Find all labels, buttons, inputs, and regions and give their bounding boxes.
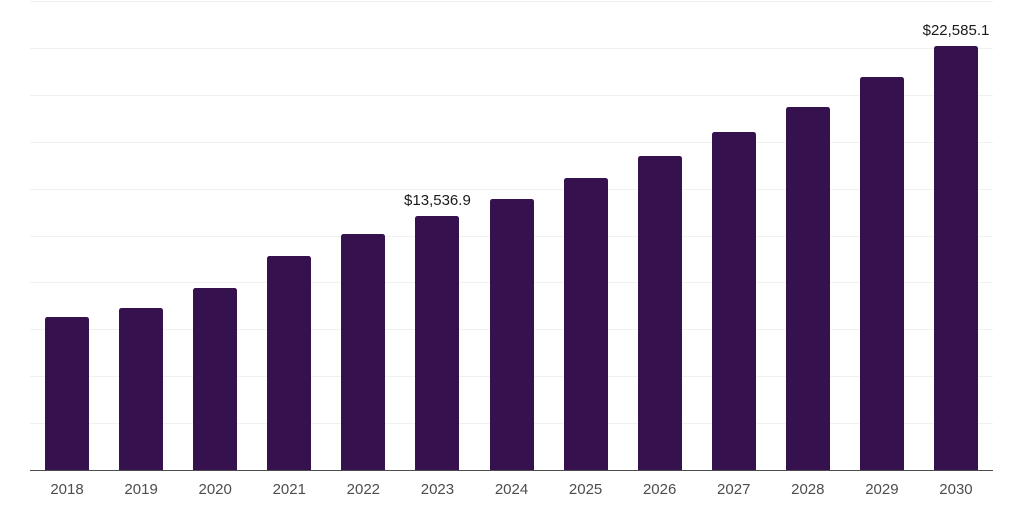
bar-2019 <box>119 307 164 470</box>
bar-slot-2021 <box>252 1 326 470</box>
x-tick-label-2023: 2023 <box>420 481 455 498</box>
x-tick-label-2024: 2024 <box>494 481 529 498</box>
x-tick-label-2025: 2025 <box>568 481 603 498</box>
bar-2027 <box>711 131 756 470</box>
bar-slot-2018 <box>30 1 104 470</box>
x-axis: 2018 2019 2020 2021 2022 2023 2024 2025 2026 2027… <box>30 480 993 500</box>
x-tick-label-2018: 2018 <box>50 481 84 498</box>
bar-2025 <box>563 178 608 470</box>
bar-2020 <box>193 288 238 470</box>
bar-slot-2019 <box>104 1 178 470</box>
x-tick-label-2029: 2029 <box>865 481 899 498</box>
x-tick-label-2022: 2022 <box>346 481 381 498</box>
x-tick-label-2030: 2030 <box>939 481 973 498</box>
bar-2029 <box>859 76 904 470</box>
bar-slot-2030: $22,585.1 <box>919 1 993 470</box>
x-tick-label-2020: 2020 <box>198 481 232 498</box>
bar-slot-2027 <box>697 1 771 470</box>
bar-slot-2022 <box>326 1 400 470</box>
bar-slot-2029 <box>845 1 919 470</box>
bar-2021 <box>267 256 312 470</box>
x-tick-label-2026: 2026 <box>642 481 677 498</box>
bar-2030 <box>933 46 978 470</box>
bar-slot-2025 <box>549 1 623 470</box>
bar-2023 <box>415 216 460 470</box>
bar-slot-2020 <box>178 1 252 470</box>
x-tick-label-2021: 2021 <box>272 481 306 498</box>
x-tick-label-2027: 2027 <box>717 481 751 498</box>
bars-layer: $13,536.9 $22,585.1 <box>30 1 993 470</box>
plot-area: $13,536.9 $22,585.1 <box>30 1 993 471</box>
bar-slot-2028 <box>771 1 845 470</box>
bar-2024 <box>489 199 534 470</box>
bar-value-label-2023: $13,536.9 <box>404 192 471 210</box>
x-tick-label-2019: 2019 <box>124 481 158 498</box>
bar-2026 <box>637 156 682 470</box>
bar-2022 <box>341 234 386 470</box>
bar-slot-2026 <box>623 1 697 470</box>
bar-2028 <box>785 106 830 470</box>
bar-slot-2023: $13,536.9 <box>400 1 474 470</box>
bar-slot-2024 <box>474 1 548 470</box>
x-tick-label-2028: 2028 <box>791 481 825 498</box>
bar-2018 <box>45 317 90 470</box>
bar-value-label-2030: $22,585.1 <box>922 22 990 40</box>
